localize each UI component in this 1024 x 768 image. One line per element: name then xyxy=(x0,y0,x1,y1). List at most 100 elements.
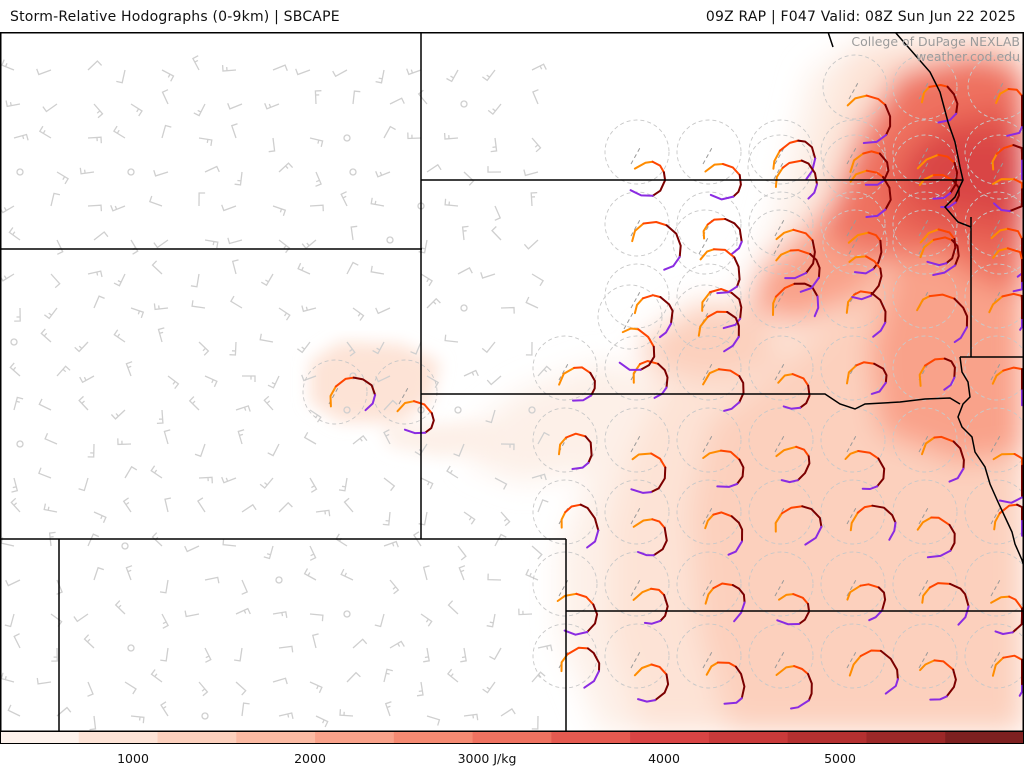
wind-barb xyxy=(7,704,21,717)
wind-barb xyxy=(491,226,502,241)
wind-barb xyxy=(222,538,237,547)
hodograph-ring xyxy=(892,623,958,689)
wind-barb xyxy=(159,579,169,594)
calm-wind-marker xyxy=(275,576,283,584)
storm-motion-arrow xyxy=(773,235,785,255)
wind-barb xyxy=(113,125,126,139)
hodograph-ring xyxy=(964,551,1024,617)
hodograph-trace xyxy=(724,218,743,243)
calm-wind-marker xyxy=(10,338,18,346)
wind-barb xyxy=(537,644,553,652)
storm-motion-arrow xyxy=(398,385,410,405)
hodograph-trace xyxy=(953,326,968,344)
hodograph-ring xyxy=(604,263,670,329)
wind-barb xyxy=(272,611,288,619)
storm-motion-arrow xyxy=(630,217,642,237)
wind-barb xyxy=(486,613,496,628)
hodograph-trace xyxy=(352,376,377,396)
wind-barb xyxy=(500,443,515,451)
hodograph-trace xyxy=(651,171,667,197)
hodograph-ring xyxy=(820,479,886,545)
wind-barb xyxy=(198,341,210,356)
hodograph-trace xyxy=(870,292,887,324)
hodograph-trace xyxy=(704,513,715,530)
hodograph-trace xyxy=(618,361,642,371)
wind-barb xyxy=(130,103,143,117)
hodograph-trace xyxy=(926,260,948,267)
hodograph-trace xyxy=(712,582,734,590)
colorbar-swatch xyxy=(0,731,80,744)
hodograph-trace xyxy=(706,218,727,226)
hodograph-trace xyxy=(772,149,781,170)
hodograph-trace xyxy=(932,192,952,200)
hodograph-trace xyxy=(727,540,743,556)
hodograph-trace xyxy=(558,366,576,386)
hodograph-trace xyxy=(572,394,593,402)
wind-barb xyxy=(278,712,294,720)
hodograph-trace xyxy=(809,253,821,279)
wind-barb xyxy=(78,395,89,411)
wind-barb xyxy=(315,171,322,187)
hodograph-trace xyxy=(920,85,931,104)
hodograph-trace xyxy=(643,619,662,625)
wind-barb xyxy=(531,63,547,71)
colorbar-tick-1000: 1000 xyxy=(117,751,149,766)
hodograph-ring xyxy=(676,263,742,329)
wind-barb xyxy=(338,477,348,492)
hodograph-trace xyxy=(631,222,645,243)
wind-barb xyxy=(231,259,239,275)
hodograph-trace xyxy=(702,223,709,240)
hodograph-trace xyxy=(990,227,1009,240)
hodograph-trace xyxy=(998,496,1023,504)
wind-barb xyxy=(0,672,15,683)
wind-barb xyxy=(525,568,539,581)
wind-barb xyxy=(278,162,294,173)
hodograph-trace xyxy=(916,516,933,531)
storm-motion-arrow xyxy=(990,361,1002,381)
hodograph-trace xyxy=(657,362,669,389)
wind-barb xyxy=(315,715,329,728)
storm-motion-arrow xyxy=(918,505,930,525)
colorbar-swatch xyxy=(315,731,395,744)
hodograph-trace xyxy=(732,174,742,198)
wind-barb xyxy=(161,613,169,629)
wind-barb xyxy=(500,306,515,314)
wind-barb xyxy=(463,171,475,186)
storm-motion-arrow xyxy=(990,649,1002,669)
hodograph-ring xyxy=(302,359,368,425)
hodograph-ring xyxy=(604,191,670,257)
map-panel xyxy=(0,32,1024,732)
wind-barb xyxy=(235,405,251,412)
colorbar xyxy=(0,731,1024,744)
wind-barb xyxy=(36,677,52,685)
hodograph-trace xyxy=(637,698,657,703)
hodograph-trace xyxy=(991,152,998,171)
hodograph-trace xyxy=(563,629,589,636)
hodograph-trace xyxy=(928,582,951,589)
wind-barb xyxy=(518,608,533,616)
hodograph-ring xyxy=(676,191,742,257)
hodograph-trace xyxy=(801,505,823,528)
calm-wind-marker xyxy=(343,134,351,142)
wind-barb xyxy=(537,365,552,377)
hodograph-trace xyxy=(945,668,957,698)
wind-barb xyxy=(413,531,422,547)
wind-barb xyxy=(235,681,247,696)
hodograph-trace xyxy=(631,452,653,461)
wind-barb xyxy=(278,307,291,321)
wind-barb xyxy=(350,225,358,241)
hodograph-trace xyxy=(633,160,654,170)
hodograph-trace xyxy=(948,467,965,483)
hodograph-trace xyxy=(738,375,745,404)
wind-barb xyxy=(44,433,58,445)
hodograph-trace xyxy=(921,436,936,456)
wind-barb xyxy=(74,341,89,353)
wind-barb xyxy=(301,239,317,250)
hodograph-ring xyxy=(964,119,1024,185)
wind-barb xyxy=(309,409,322,423)
wind-barb xyxy=(444,334,459,343)
sbcape-shading-west xyxy=(310,342,510,457)
hodograph-trace xyxy=(991,656,1005,677)
wind-barb xyxy=(339,709,354,717)
hodograph-trace xyxy=(586,529,600,549)
